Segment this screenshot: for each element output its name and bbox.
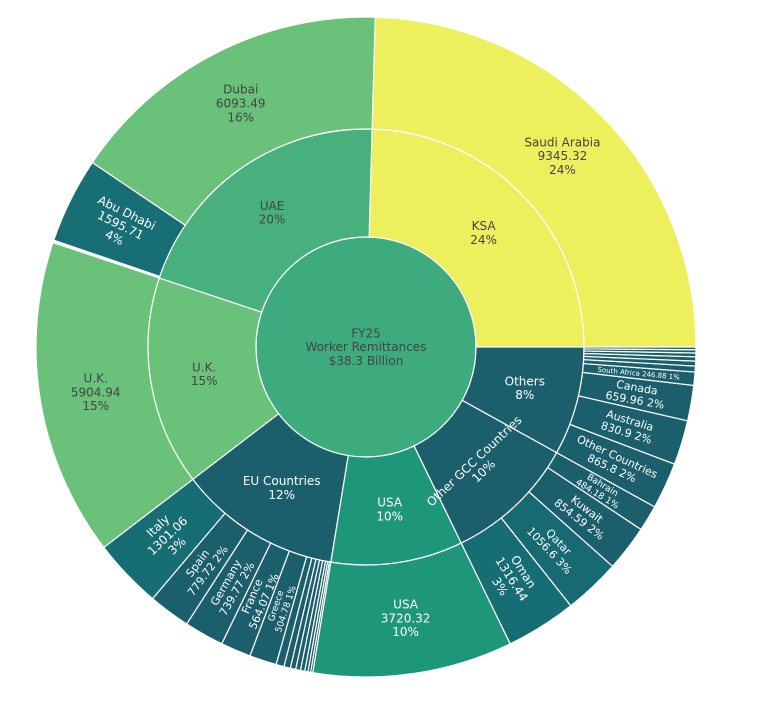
label-australia-part: 2% <box>629 428 653 447</box>
label-ksa-part: 24% <box>470 233 497 247</box>
label-dubai-part: Dubai <box>223 83 258 97</box>
label-saudi-arabia: Saudi Arabia 9345.32 24% <box>524 135 600 177</box>
label-usa-part: 3720.32 <box>381 611 431 625</box>
label-others: Others 8% <box>505 374 545 402</box>
label-u-k-part: 5904.94 <box>71 385 121 399</box>
label-eu-countries-part: 12% <box>268 488 295 502</box>
label-u-k: U.K. 15% <box>191 360 218 388</box>
label-dubai-part: 6093.49 <box>216 97 266 111</box>
center-label-part: Worker Remittances <box>306 340 427 354</box>
segment-saudi-arabia[interactable] <box>371 16 697 348</box>
label-u-k-part: 15% <box>82 399 109 413</box>
label-canada-part: 2% <box>642 395 665 411</box>
label-dubai: Dubai 6093.49 16% <box>216 83 266 125</box>
label-saudi-arabia-part: Saudi Arabia <box>524 135 600 149</box>
label-dubai-part: 16% <box>227 110 254 124</box>
label-south-africa-part: 246.88 <box>640 370 667 381</box>
label-saudi-arabia-part: 24% <box>549 163 576 177</box>
label-saudi-arabia-part: 9345.32 <box>538 149 588 163</box>
center-label: FY25 Worker Remittances $38.3 Billion <box>306 326 427 368</box>
label-south-africa-part: 1% <box>666 372 680 381</box>
label-others-part: Others <box>505 374 545 388</box>
center-label-part: $38.3 Billion <box>329 354 404 368</box>
label-uae-part: UAE <box>260 199 285 213</box>
label-uae: UAE 20% <box>259 199 286 227</box>
label-ksa-part: KSA <box>472 219 497 233</box>
label-eu-countries: EU Countries 12% <box>243 474 321 502</box>
label-usa: USA 3720.32 10% <box>381 598 431 640</box>
label-usa-part: USA <box>393 598 419 612</box>
label-others-part: 8% <box>515 388 534 402</box>
label-u-k-part: U.K. <box>192 360 216 374</box>
label-u-k-part: U.K. <box>84 372 108 386</box>
label-ksa: KSA 24% <box>470 219 497 247</box>
segment-minor[interactable] <box>583 346 697 351</box>
label-usa-part: 10% <box>392 625 419 639</box>
label-u-k: U.K. 5904.94 15% <box>71 372 121 414</box>
label-usa-part: USA <box>377 496 403 510</box>
label-usa: USA 10% <box>376 496 403 524</box>
label-canada: Canada659.96 2% <box>604 376 667 411</box>
label-u-k-part: 15% <box>191 374 218 388</box>
label-usa-part: 10% <box>376 509 403 523</box>
center-label-part: FY25 <box>351 326 381 340</box>
label-uae-part: 20% <box>259 213 286 227</box>
label-eu-countries-part: EU Countries <box>243 474 321 488</box>
label-canada-part: 659.96 <box>604 389 644 408</box>
